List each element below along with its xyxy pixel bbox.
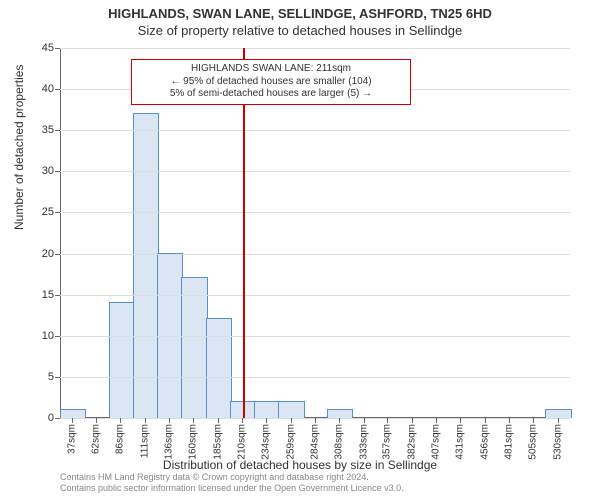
y-tick-mark (55, 89, 60, 90)
histogram-bar (206, 318, 232, 418)
x-tick-label: 210sqm (237, 424, 248, 460)
plot-area: 05101520253035404537sqm62sqm86sqm111sqm1… (60, 48, 570, 418)
x-tick-mark (436, 418, 437, 423)
x-tick-mark (339, 418, 340, 423)
annotation-line-2: ← 95% of detached houses are smaller (10… (138, 76, 403, 89)
gridline-h (60, 336, 570, 337)
x-tick-label: 357sqm (382, 424, 393, 460)
x-tick-label: 505sqm (528, 424, 539, 460)
x-tick-mark (412, 418, 413, 423)
x-tick-mark (120, 418, 121, 423)
y-tick-label: 15 (42, 289, 54, 301)
histogram-bar (60, 409, 86, 418)
x-tick-mark (218, 418, 219, 423)
x-tick-mark (291, 418, 292, 423)
x-tick-label: 111sqm (139, 424, 150, 458)
x-tick-mark (364, 418, 365, 423)
y-tick-label: 0 (48, 412, 54, 424)
annotation-line-1: HIGHLANDS SWAN LANE: 211sqm (138, 63, 403, 76)
x-tick-label: 481sqm (504, 424, 515, 460)
x-tick-mark (242, 418, 243, 423)
y-tick-mark (55, 48, 60, 49)
chart-title: HIGHLANDS, SWAN LANE, SELLINDGE, ASHFORD… (0, 0, 600, 23)
x-tick-mark (266, 418, 267, 423)
gridline-h (60, 254, 570, 255)
x-tick-label: 333sqm (358, 424, 369, 460)
histogram-bar (545, 409, 571, 418)
x-tick-mark (72, 418, 73, 423)
x-tick-mark (387, 418, 388, 423)
x-tick-mark (460, 418, 461, 423)
x-tick-label: 382sqm (406, 424, 417, 460)
x-tick-label: 284sqm (310, 424, 321, 460)
x-tick-label: 37sqm (66, 424, 77, 454)
x-tick-mark (533, 418, 534, 423)
y-tick-mark (55, 336, 60, 337)
x-tick-mark (145, 418, 146, 423)
annotation-line-3: 5% of semi-detached houses are larger (5… (138, 88, 403, 101)
x-tick-mark (169, 418, 170, 423)
y-axis-title: Number of detached properties (12, 65, 26, 230)
y-tick-label: 20 (42, 248, 54, 260)
annotation-box: HIGHLANDS SWAN LANE: 211sqm← 95% of deta… (131, 59, 410, 105)
y-tick-mark (55, 254, 60, 255)
x-tick-label: 431sqm (455, 424, 466, 460)
gridline-h (60, 48, 570, 49)
y-tick-label: 5 (48, 371, 54, 383)
x-tick-label: 160sqm (188, 424, 199, 460)
x-tick-mark (558, 418, 559, 423)
x-tick-mark (485, 418, 486, 423)
histogram-bar (327, 409, 353, 418)
histogram-bar (278, 401, 304, 418)
x-tick-mark (509, 418, 510, 423)
y-tick-mark (55, 418, 60, 419)
y-tick-mark (55, 295, 60, 296)
x-tick-label: 86sqm (115, 424, 126, 454)
x-tick-label: 136sqm (164, 424, 175, 460)
y-tick-label: 10 (42, 330, 54, 342)
y-tick-mark (55, 212, 60, 213)
x-tick-label: 530sqm (552, 424, 563, 460)
histogram-bar (181, 277, 207, 418)
x-tick-label: 456sqm (479, 424, 490, 460)
gridline-h (60, 171, 570, 172)
x-tick-label: 308sqm (333, 424, 344, 460)
x-tick-label: 259sqm (285, 424, 296, 460)
gridline-h (60, 130, 570, 131)
y-tick-mark (55, 377, 60, 378)
x-tick-label: 407sqm (431, 424, 442, 460)
footer-attribution: Contains HM Land Registry data © Crown c… (60, 472, 404, 494)
x-tick-mark (193, 418, 194, 423)
chart-subtitle: Size of property relative to detached ho… (0, 23, 600, 44)
x-axis-title: Distribution of detached houses by size … (0, 458, 600, 472)
histogram-bar (133, 113, 159, 418)
histogram-bar (254, 401, 280, 418)
x-tick-label: 185sqm (212, 424, 223, 460)
y-tick-label: 25 (42, 206, 54, 218)
y-tick-label: 35 (42, 124, 54, 136)
footer-line-2: Contains public sector information licen… (60, 483, 404, 494)
y-tick-label: 30 (42, 165, 54, 177)
y-tick-label: 40 (42, 83, 54, 95)
chart-container: HIGHLANDS, SWAN LANE, SELLINDGE, ASHFORD… (0, 0, 600, 500)
x-tick-mark (96, 418, 97, 423)
y-tick-mark (55, 130, 60, 131)
histogram-bar (109, 302, 135, 418)
y-tick-mark (55, 171, 60, 172)
x-tick-label: 234sqm (260, 424, 271, 460)
x-tick-label: 62sqm (91, 424, 102, 454)
y-tick-label: 45 (42, 42, 54, 54)
gridline-h (60, 295, 570, 296)
footer-line-1: Contains HM Land Registry data © Crown c… (60, 472, 404, 483)
gridline-h (60, 377, 570, 378)
gridline-h (60, 212, 570, 213)
x-tick-mark (315, 418, 316, 423)
